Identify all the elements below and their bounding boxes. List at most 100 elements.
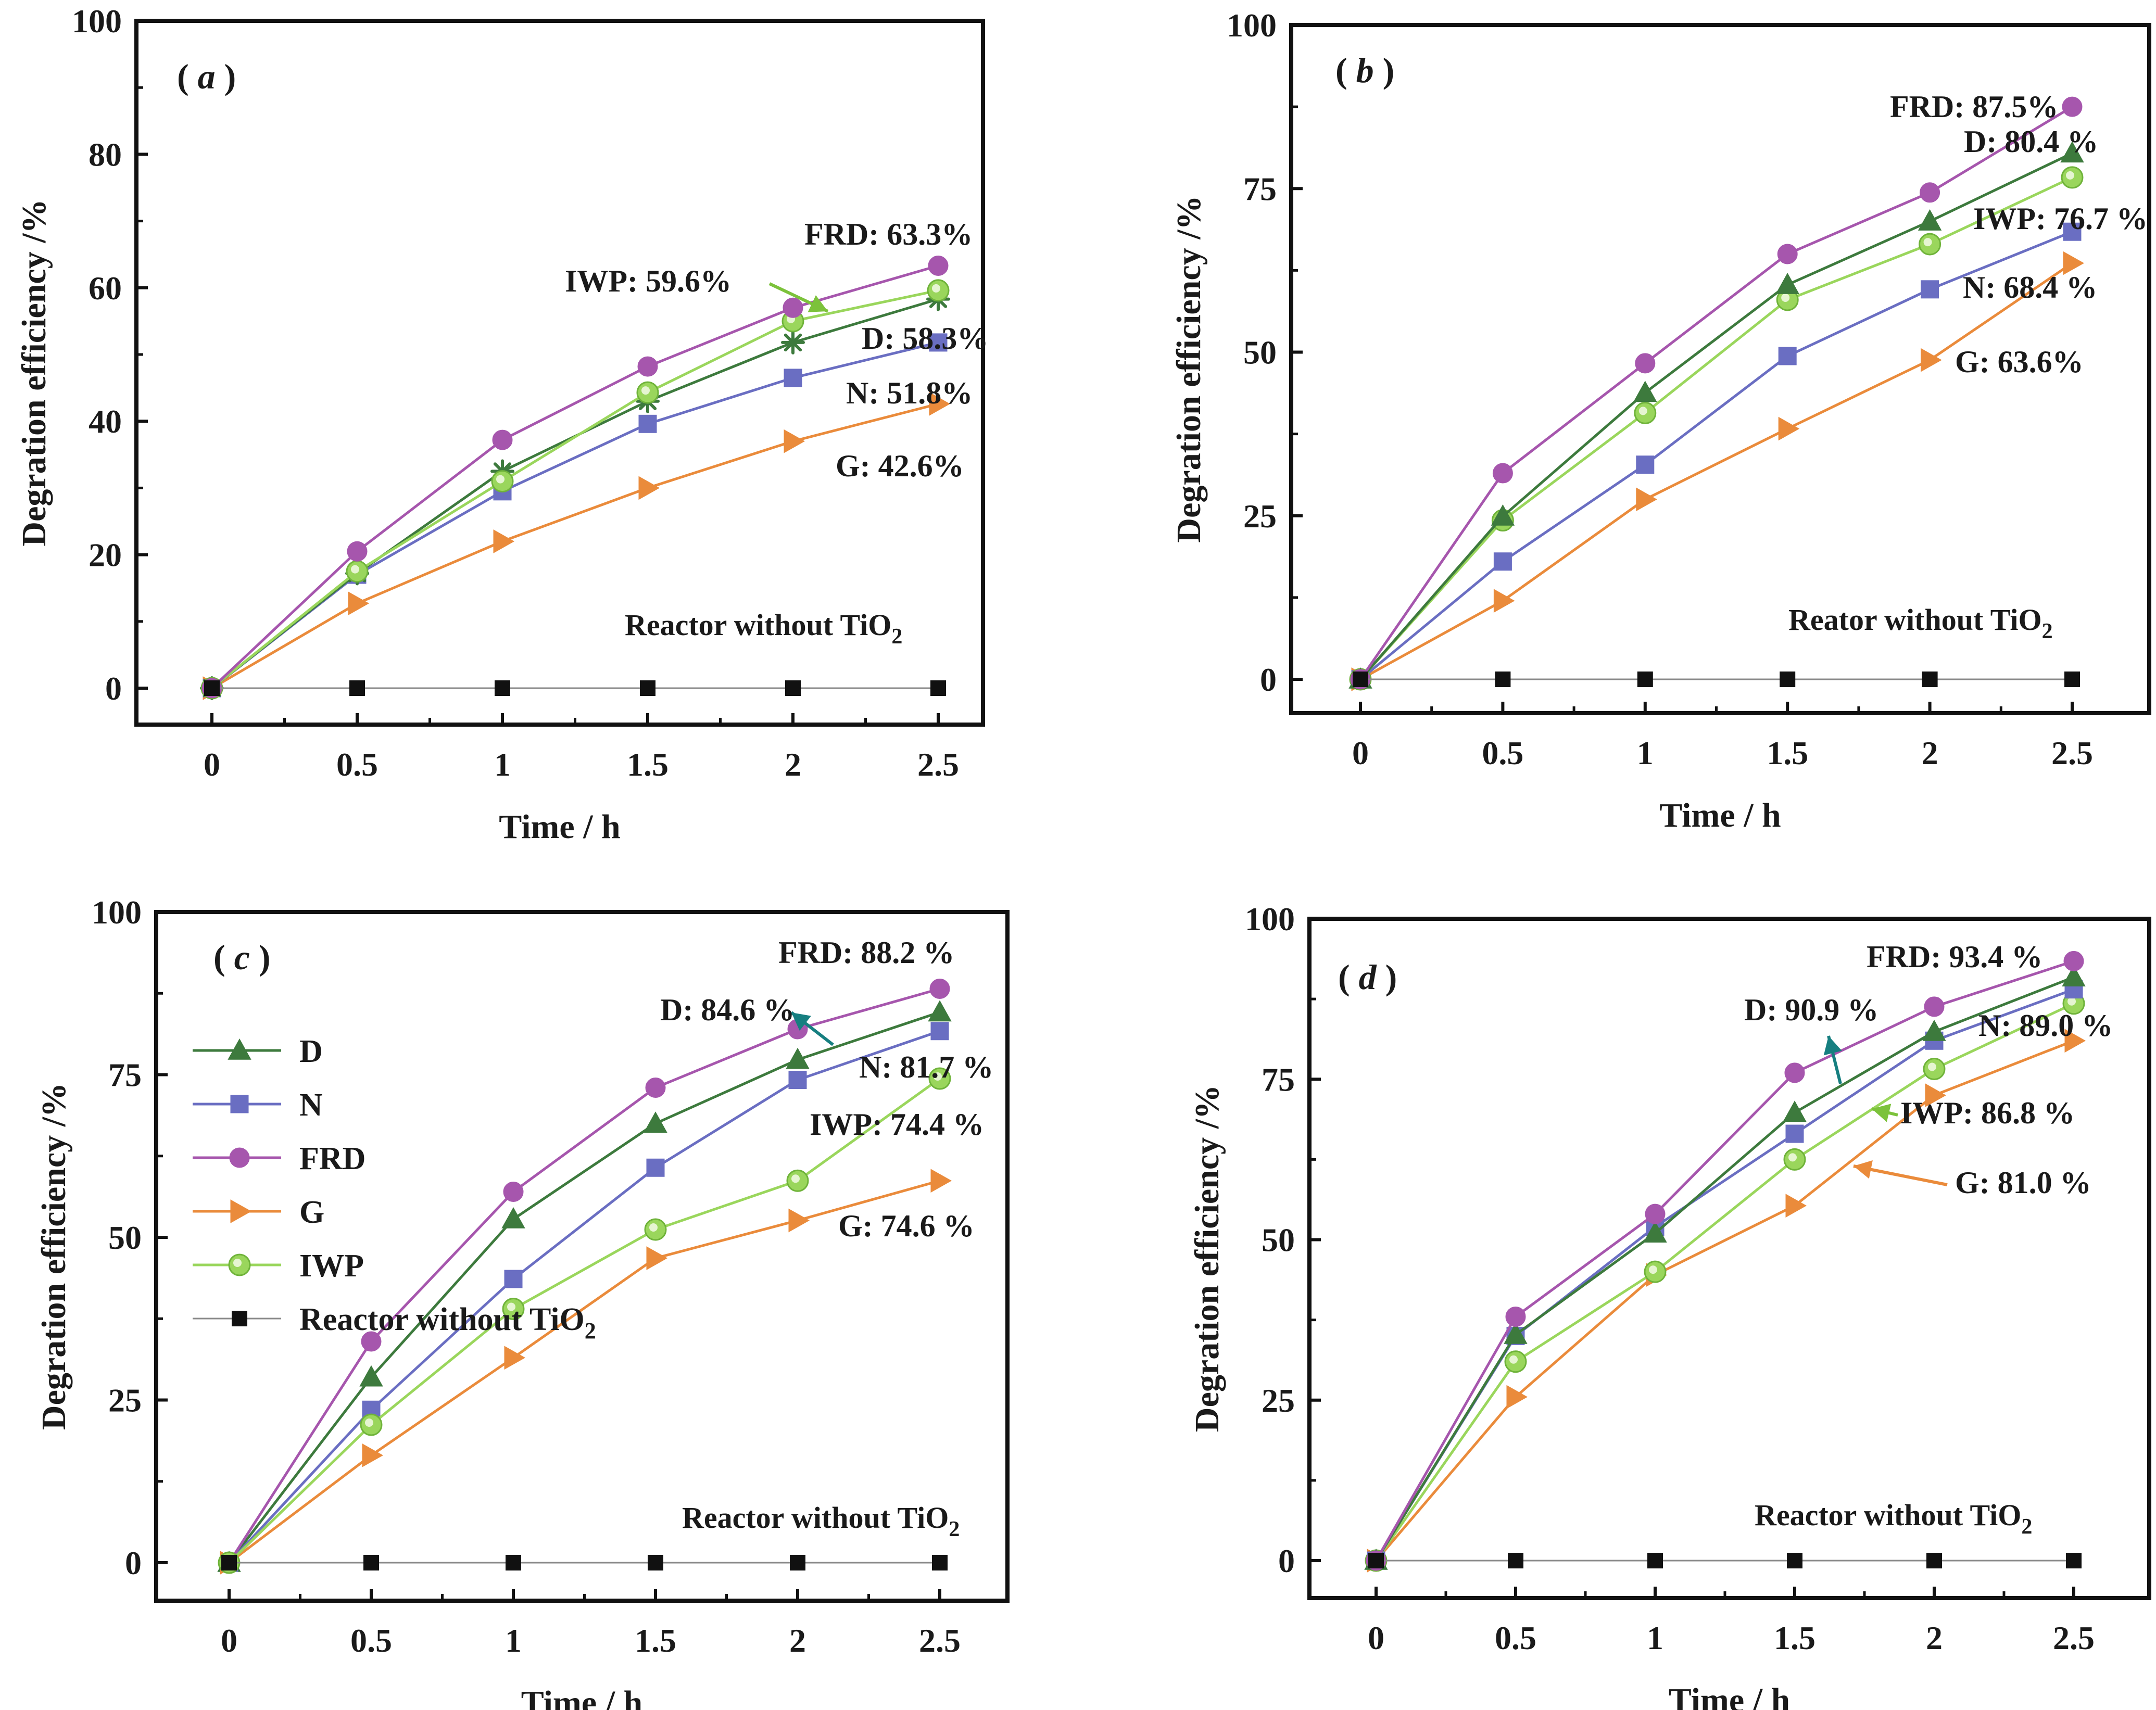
legend-label-iwp: IWP [299,1248,364,1284]
point-b-n-2 [1636,455,1655,474]
legend-item-n: N [193,1087,323,1123]
annotation-a-n: N: 51.8% [846,376,973,410]
point-d-reactor-without-tio2-4 [1926,1553,1942,1568]
annotation-b-d: D: 80.4 % [1964,124,2098,159]
point-c-reactor-without-tio2-1 [363,1555,379,1570]
control-label-b: Reator without TiO2 [1788,603,2053,643]
point-d-iwp-3 [1783,1148,1806,1171]
plot-frame-b [1289,23,2151,715]
point-c-d-5 [928,1000,952,1022]
point-b-g-2 [1636,487,1657,512]
y-tick-label-a-1: 20 [89,537,122,574]
plot-frame-c [154,910,1010,1603]
point-b-n-1 [1493,552,1512,571]
panel-label-a: ( a ) [177,57,236,96]
point-d-g-5 [2064,1029,2086,1053]
point-b-n-4 [1921,280,1939,299]
point-a-frd-3 [637,356,658,377]
legend-label-g: G [299,1195,324,1230]
point-c-iwp-1 [360,1413,383,1436]
point-b-reactor-without-tio2-3 [1780,672,1796,687]
y-tick-label-a-5: 100 [72,3,122,40]
point-c-reactor-without-tio2-2 [506,1555,521,1570]
series-line-c-frd [228,987,940,1564]
point-b-n-5 [2063,222,2082,241]
y-tick-label-c-0: 0 [125,1544,142,1581]
point-b-frd-3 [1777,244,1798,264]
x-tick-label-c-0: 0 [221,1622,237,1659]
point-d-g-1 [1506,1385,1528,1409]
point-b-reactor-without-tio2-4 [1922,672,1938,687]
x-tick-label-b-4: 2 [1922,734,1938,771]
legend-marker-d [228,1038,251,1060]
y-tick-label-c-1: 25 [108,1382,142,1419]
annotation-b-iwp: IWP: 76.7 % [1973,201,2148,236]
control-label-d: Reactor without TiO2 [1755,1498,2032,1539]
legend-label-n: N [299,1087,323,1123]
point-a-frd-4 [783,297,803,318]
x-tick-label-b-3: 1.5 [1767,734,1808,771]
y-tick-label-a-3: 60 [89,270,122,307]
y-tick-label-c-3: 75 [108,1057,142,1094]
point-d-d-4 [1922,1019,1946,1041]
point-c-n-4 [788,1071,807,1089]
x-tick-label-a-4: 2 [785,746,801,783]
point-a-n-5 [929,333,948,352]
x-tick-label-d-4: 2 [1926,1619,1943,1656]
point-d-g-4 [1925,1083,1947,1107]
point-b-d-4 [1918,209,1942,231]
legend-item-frd: FRD [193,1141,365,1176]
point-a-reactor-without-tio2-4 [785,680,801,696]
x-tick-label-b-5: 2.5 [2051,734,2093,771]
x-tick-label-d-3: 1.5 [1774,1619,1815,1656]
y-tick-label-a-0: 0 [105,670,122,707]
point-a-reactor-without-tio2-5 [930,680,946,696]
panel-label-b: ( b ) [1335,50,1394,90]
point-a-reactor-without-tio2-0 [204,680,220,696]
point-d-d-5 [2062,965,2086,987]
y-axis-title-a: Degration efficiency /% [15,199,53,546]
point-d-d-3 [1783,1100,1807,1122]
point-a-iwp-2 [491,470,514,493]
series-line-d-frd [1375,960,2074,1562]
panel-c: 0 25 50 75 100 0 0.5 1 1.5 2 2.5 Time / h Degration … [35,894,1010,1710]
y-axis-title-d: Degration efficiency /% [1188,1085,1226,1432]
y-tick-label-b-2: 50 [1243,334,1277,371]
point-d-iwp-1 [1504,1350,1527,1373]
control-label-a: Reactor without TiO2 [625,608,902,649]
x-tick-label-a-2: 1 [494,746,511,783]
point-d-frd-1 [1505,1306,1526,1327]
annotation-d-n: N: 89.0 % [1978,1008,2113,1043]
panel-d: 0 25 50 75 100 0 0.5 1 1.5 2 2.5 Time / h Degration … [1188,901,2151,1710]
annotation-arrow-d-d [1823,1035,1842,1084]
annotation-arrow-a-iwp [768,282,829,313]
y-tick-label-d-2: 50 [1262,1222,1295,1259]
point-d-frd-4 [1924,996,1945,1017]
x-tick-label-a-5: 2.5 [917,746,959,783]
point-c-iwp-3 [644,1218,667,1241]
point-b-iwp-4 [1919,233,1941,256]
x-tick-label-d-0: 0 [1368,1619,1384,1656]
x-tick-label-d-2: 1 [1647,1619,1663,1656]
point-c-frd-2 [503,1182,524,1202]
plot-frame-d [1307,917,2151,1600]
x-tick-label-b-2: 1 [1637,734,1654,771]
control-label-c: Reactor without TiO2 [682,1501,960,1541]
y-tick-label-b-0: 0 [1260,661,1277,698]
annotation-arrow-d-g [1853,1160,1948,1186]
point-a-g-5 [929,392,951,416]
legend-label-reactor-without-tio2: Reactor without TiO2 [299,1302,596,1344]
series-line-b-frd [1359,105,2073,680]
point-c-g-3 [646,1246,668,1270]
x-axis-title-d: Time / h [1669,1681,1790,1710]
point-d-g-3 [1785,1194,1807,1218]
point-b-iwp-5 [2061,166,2084,189]
point-d-reactor-without-tio2-1 [1508,1553,1523,1568]
panel-label-d: ( d ) [1338,957,1397,997]
point-a-iwp-3 [636,381,659,404]
x-tick-label-a-3: 1.5 [627,746,669,783]
panel-label-c: ( c ) [213,938,271,977]
y-tick-label-d-3: 75 [1262,1061,1295,1098]
y-tick-label-c-2: 50 [108,1219,142,1256]
